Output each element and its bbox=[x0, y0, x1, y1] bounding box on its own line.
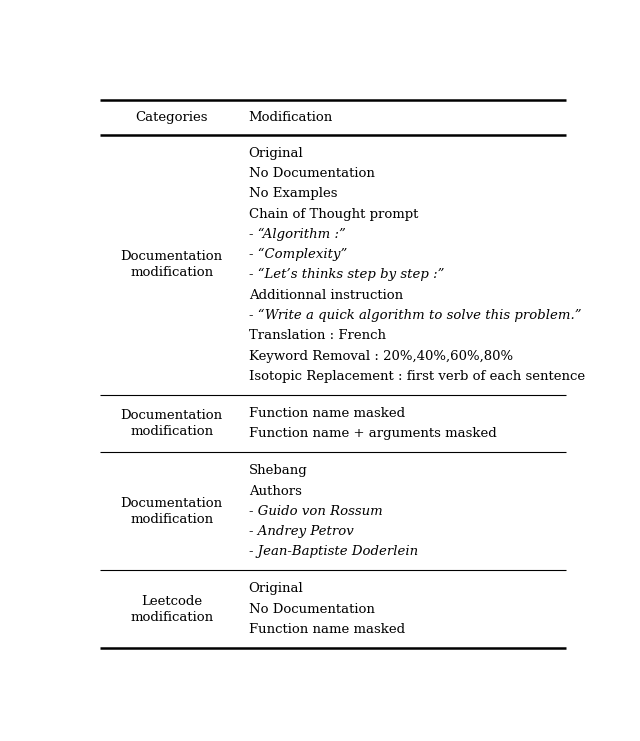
Text: Keyword Removal : 20%,40%,60%,80%: Keyword Removal : 20%,40%,60%,80% bbox=[249, 350, 513, 362]
Text: - “Algorithm :”: - “Algorithm :” bbox=[249, 227, 346, 241]
Text: - Guido von Rossum: - Guido von Rossum bbox=[249, 505, 382, 518]
Text: Chain of Thought prompt: Chain of Thought prompt bbox=[249, 207, 418, 221]
Text: No Examples: No Examples bbox=[249, 187, 337, 200]
Text: Original: Original bbox=[249, 582, 303, 596]
Text: Additionnal instruction: Additionnal instruction bbox=[249, 289, 403, 302]
Text: Isotopic Replacement : first verb of each sentence: Isotopic Replacement : first verb of eac… bbox=[249, 370, 585, 383]
Text: No Documentation: No Documentation bbox=[249, 602, 374, 616]
Text: - “Write a quick algorithm to solve this problem.”: - “Write a quick algorithm to solve this… bbox=[249, 309, 581, 322]
Text: Modification: Modification bbox=[249, 111, 333, 124]
Text: Documentation
modification: Documentation modification bbox=[121, 409, 223, 438]
Text: Function name masked: Function name masked bbox=[249, 407, 404, 420]
Text: Original: Original bbox=[249, 147, 303, 159]
Text: Function name + arguments masked: Function name + arguments masked bbox=[249, 427, 497, 440]
Text: Function name masked: Function name masked bbox=[249, 623, 404, 636]
Text: No Documentation: No Documentation bbox=[249, 167, 374, 180]
Text: Categories: Categories bbox=[136, 111, 208, 124]
Text: Documentation
modification: Documentation modification bbox=[121, 496, 223, 526]
Text: Authors: Authors bbox=[249, 485, 301, 497]
Text: Leetcode
modification: Leetcode modification bbox=[130, 595, 213, 624]
Text: - Jean-Baptiste Doderlein: - Jean-Baptiste Doderlein bbox=[249, 545, 418, 559]
Text: Shebang: Shebang bbox=[249, 465, 307, 477]
Text: - Andrey Petrov: - Andrey Petrov bbox=[249, 525, 353, 538]
Text: Translation : French: Translation : French bbox=[249, 329, 386, 342]
Text: - “Complexity”: - “Complexity” bbox=[249, 248, 347, 261]
Text: - “Let’s thinks step by step :”: - “Let’s thinks step by step :” bbox=[249, 268, 444, 282]
Text: Documentation
modification: Documentation modification bbox=[121, 250, 223, 279]
